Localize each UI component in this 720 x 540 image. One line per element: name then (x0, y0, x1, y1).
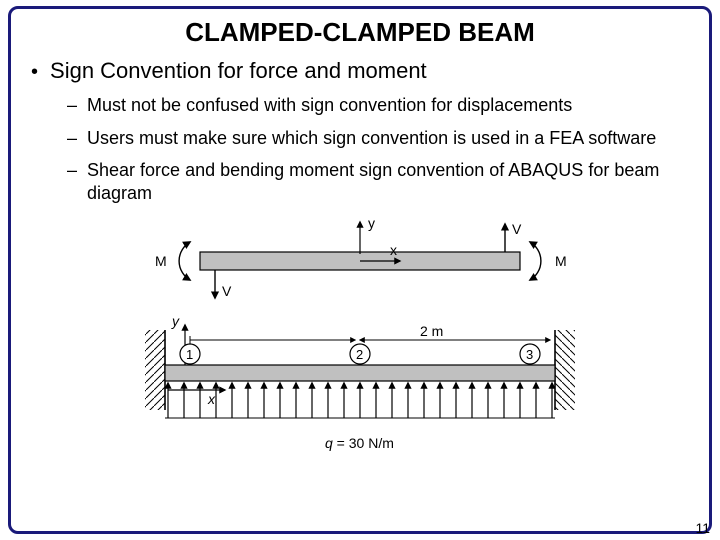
bullet-text: Sign Convention for force and moment (50, 58, 427, 84)
x-label: x (207, 391, 216, 407)
moment-right-arc (530, 242, 541, 280)
distributed-load (168, 383, 552, 418)
span-label: 2 m (420, 323, 443, 339)
bullet-level2: – Must not be confused with sign convent… (67, 94, 693, 117)
y-label: y (368, 215, 375, 231)
clamped-beam-diagram: y x 2 m 1 2 3 q = 30 N/m (90, 310, 630, 460)
x-label: x (390, 242, 397, 258)
moment-right-label: M (555, 253, 567, 269)
bullet-dash: – (67, 160, 77, 181)
bullet-text: Shear force and bending moment sign conv… (87, 159, 693, 204)
wall-left (145, 330, 165, 410)
wall-right (555, 330, 575, 410)
slide-frame: CLAMPED-CLAMPED BEAM • Sign Convention f… (8, 6, 712, 534)
shear-top-label: V (512, 221, 522, 237)
bullet-dash: – (67, 128, 77, 149)
load-label: q = 30 N/m (325, 435, 394, 451)
shear-bottom-label: V (222, 283, 232, 299)
node-label: 3 (526, 347, 533, 362)
page-number: 11 (695, 520, 710, 536)
y-label: y (171, 313, 180, 329)
bullet-dot: • (31, 62, 38, 82)
sign-convention-diagram: y x M M V V (100, 212, 620, 302)
bullet-text: Users must make sure which sign conventi… (87, 127, 656, 150)
slide-title: CLAMPED-CLAMPED BEAM (27, 17, 693, 48)
bullet-dash: – (67, 95, 77, 116)
moment-left-arc (179, 242, 190, 280)
bullet-level2: – Users must make sure which sign conven… (67, 127, 693, 150)
moment-left-label: M (155, 253, 167, 269)
node-label: 1 (186, 347, 193, 362)
bullet-level2: – Shear force and bending moment sign co… (67, 159, 693, 204)
node-label: 2 (356, 347, 363, 362)
bullet-level1: • Sign Convention for force and moment (31, 58, 693, 84)
bullet-text: Must not be confused with sign conventio… (87, 94, 572, 117)
beam-rect (165, 365, 555, 381)
